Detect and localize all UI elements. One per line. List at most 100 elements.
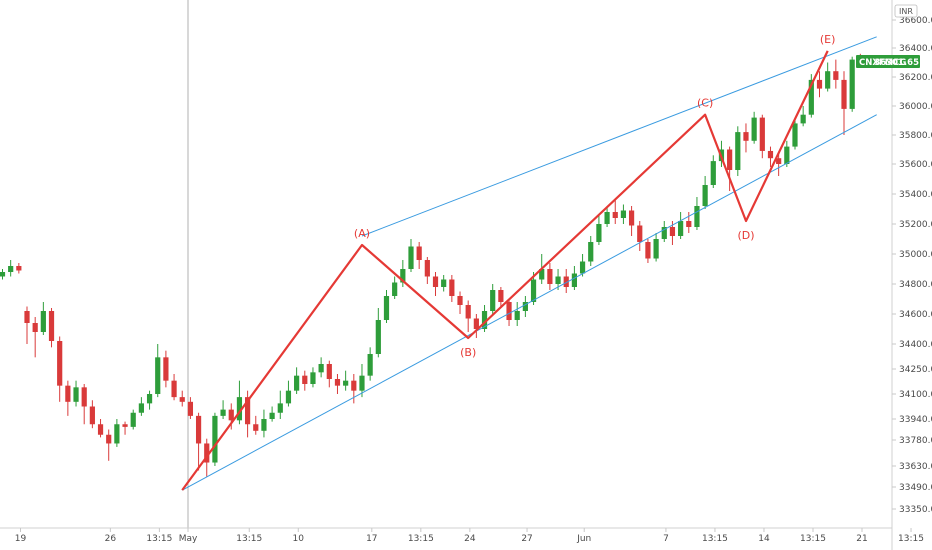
candle	[24, 306, 30, 344]
candle-body	[277, 403, 283, 413]
candle-body	[326, 364, 332, 379]
candle	[48, 308, 55, 348]
candle-body	[367, 354, 373, 376]
candle-body	[457, 296, 463, 305]
candle	[800, 106, 806, 127]
candle	[727, 146, 733, 191]
x-tick-label: 10	[293, 534, 305, 544]
last-price-badge: CNXFMCG 36301.65	[856, 55, 920, 68]
candle-body	[24, 311, 30, 323]
candle-body	[792, 123, 798, 147]
candle-body	[195, 415, 202, 444]
candle-body	[432, 276, 439, 287]
candle	[816, 71, 823, 98]
wave-label: (D)	[737, 229, 754, 242]
candle	[506, 299, 512, 326]
channel-lower-line[interactable]	[182, 114, 877, 491]
candle	[767, 146, 774, 167]
x-tick-label: 13:15	[408, 534, 434, 544]
candle-body	[767, 150, 774, 159]
elliott-wave-path[interactable]	[181, 50, 829, 491]
candle-body	[57, 341, 63, 386]
candle-body	[89, 406, 95, 425]
candle-body	[424, 260, 430, 277]
y-tick-label: 35200.00	[899, 220, 932, 230]
currency-label: INR	[894, 4, 918, 18]
candle	[432, 272, 439, 296]
candle	[253, 415, 259, 435]
wave-label: (E)	[820, 33, 836, 46]
candle-body	[628, 210, 635, 226]
candle	[784, 140, 790, 167]
x-tick-label: 24	[464, 534, 476, 544]
channel-lines-layer	[182, 36, 877, 491]
candle-body	[130, 412, 136, 427]
candle-body	[416, 246, 422, 260]
candle-body	[441, 279, 447, 287]
candle	[514, 302, 520, 326]
candle-body	[179, 397, 185, 402]
candle-body	[212, 415, 218, 463]
candle	[849, 56, 855, 112]
candle-body	[228, 409, 234, 421]
candle-body	[245, 397, 251, 425]
candle	[841, 71, 847, 135]
candle	[32, 317, 38, 358]
price-axis[interactable]: 36600.00 36400.00 36200.00 36000.00 35800.00…	[892, 16, 932, 515]
candle	[776, 152, 782, 176]
candle-body	[285, 390, 292, 404]
candle-body	[8, 266, 14, 272]
candle	[661, 221, 667, 242]
candle	[678, 212, 684, 239]
candle-body	[155, 357, 161, 394]
candle	[604, 206, 610, 227]
candle	[114, 419, 120, 447]
candle	[710, 155, 716, 188]
candle-body	[383, 296, 390, 320]
x-tick-label: 7	[663, 534, 669, 544]
x-tick-label: 27	[521, 534, 532, 544]
wave-label: (A)	[354, 227, 370, 240]
candle-body	[539, 269, 545, 280]
candle-body	[318, 364, 324, 373]
candle-body	[97, 424, 104, 435]
candle	[653, 233, 659, 262]
candle	[808, 74, 814, 118]
candle-body	[449, 279, 455, 296]
candle	[318, 357, 324, 378]
time-axis[interactable]: 19 26 13:15 May 13:15 10 17 13:15 24 27 Jun 7 13:15 1…	[15, 528, 924, 544]
candle	[326, 360, 332, 388]
candle	[89, 400, 95, 429]
candle-body	[825, 71, 831, 89]
candle	[310, 367, 316, 388]
candle-body	[359, 375, 365, 391]
candle-body	[187, 401, 194, 416]
candle-body	[40, 311, 46, 332]
candle-body	[481, 311, 488, 329]
channel-upper-line[interactable]	[361, 36, 877, 237]
candle	[522, 296, 528, 317]
candle	[735, 126, 741, 176]
candle-body	[334, 379, 341, 386]
candle-body	[743, 132, 749, 141]
candle-body	[612, 212, 618, 218]
candle	[588, 236, 594, 266]
candle-body	[392, 282, 398, 296]
x-tick-label: 19	[15, 534, 27, 544]
candle-body	[686, 221, 692, 227]
candle	[408, 239, 414, 272]
candle-body	[220, 409, 226, 416]
badge-symbol: CNXFMCG	[859, 58, 906, 68]
candle-body	[759, 117, 765, 151]
candle	[57, 336, 63, 402]
candle-body	[310, 372, 316, 384]
candle	[155, 344, 161, 398]
candle	[498, 287, 504, 308]
candle-body	[204, 443, 210, 463]
candle	[285, 380, 292, 407]
y-tick-label: 34100.00	[899, 390, 932, 400]
candle	[236, 380, 243, 425]
candle-body	[163, 357, 169, 381]
candle	[0, 269, 6, 280]
